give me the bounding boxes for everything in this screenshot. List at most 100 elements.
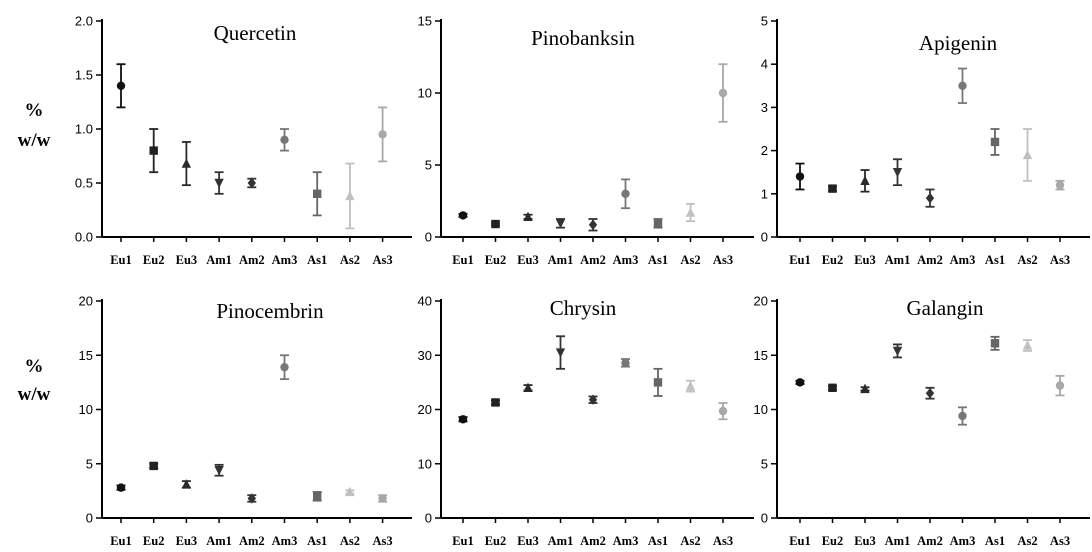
- panel-title: Apigenin: [919, 31, 998, 55]
- x-tick-label: Am1: [206, 253, 232, 267]
- data-point-eu2: [149, 146, 158, 155]
- y-tick-label: 0: [425, 511, 432, 526]
- data-point-as3: [378, 494, 387, 503]
- x-tick-label: Am1: [548, 253, 574, 267]
- data-point-eu2: [828, 184, 837, 193]
- data-point-am2: [247, 177, 256, 189]
- data-point-am2: [247, 493, 256, 504]
- x-tick-label: Eu1: [110, 253, 132, 267]
- x-tick-label: Am3: [272, 253, 298, 267]
- x-tick-label: As3: [373, 253, 393, 267]
- chart-panel-1: Quercetin 0.0 0.5 1.0 1.5 2.0 Eu1 Eu2 Eu3 Am1 Am2 A…: [75, 14, 412, 267]
- x-tick-label: As1: [307, 253, 327, 267]
- x-tick-label: Eu3: [854, 534, 876, 548]
- y-tick-label: 2.0: [75, 14, 93, 29]
- x-tick-label: Am2: [917, 534, 943, 548]
- data-point-am1: [214, 466, 224, 476]
- x-tick-label: As3: [713, 534, 733, 548]
- data-point-am2: [588, 219, 598, 230]
- y-tick-label: 0: [761, 230, 768, 245]
- x-tick-label: Am1: [885, 253, 911, 267]
- x-tick-label: Eu1: [452, 253, 474, 267]
- y-tick-label: 4: [761, 57, 768, 72]
- y-tick-label: 5: [761, 456, 768, 471]
- data-point-am2: [925, 192, 935, 204]
- x-tick-label: Eu2: [485, 253, 507, 267]
- y-tick-label: 10: [754, 402, 768, 417]
- y-tick-label: 0.5: [75, 176, 93, 191]
- chart-panel-6: Galangin 0 5 10 15 20 Eu1 Eu2 Eu3 Am1 Am2 Am3 As1 As2…: [754, 294, 1090, 548]
- data-point-eu2: [828, 383, 837, 392]
- x-tick-label: As1: [648, 253, 668, 267]
- y-tick-label: 1.5: [75, 68, 93, 83]
- x-tick-label: Eu1: [452, 534, 474, 548]
- y-tick-label: 0: [425, 230, 432, 245]
- x-tick-label: Eu2: [485, 534, 507, 548]
- x-tick-label: Am2: [917, 253, 943, 267]
- data-point-eu1: [795, 378, 805, 387]
- x-tick-label: As2: [1017, 534, 1037, 548]
- data-point-as1: [313, 492, 322, 501]
- data-point-am3: [958, 411, 967, 421]
- x-tick-label: Eu2: [822, 534, 844, 548]
- x-tick-label: Eu1: [789, 253, 811, 267]
- x-tick-label: As2: [680, 253, 700, 267]
- data-point-as2: [1022, 149, 1033, 160]
- data-point-am3: [280, 135, 289, 144]
- ylabel-top-line1: %: [25, 100, 44, 121]
- data-point-as1: [313, 189, 322, 198]
- chart-panel-2: Pinobanksin 0 5 10 15 Eu1 Eu2 Eu3 Am1 Am2 Am3 As1 As…: [418, 14, 754, 267]
- x-tick-label: Am2: [580, 253, 606, 267]
- data-point-eu2: [149, 461, 158, 471]
- data-point-am3: [280, 362, 289, 372]
- data-point-as3: [378, 130, 387, 139]
- data-point-am1: [555, 348, 566, 358]
- data-point-eu1: [458, 415, 468, 424]
- x-tick-label: As2: [340, 534, 360, 548]
- x-tick-label: Eu3: [176, 534, 198, 548]
- data-point-eu2: [491, 219, 500, 229]
- data-point-am1: [892, 168, 903, 178]
- ylabel-top-line2: w/w: [18, 130, 51, 151]
- data-point-eu3: [523, 211, 533, 222]
- panel-title: Quercetin: [214, 21, 297, 45]
- x-tick-label: Am1: [548, 534, 574, 548]
- y-tick-label: 0.0: [75, 230, 93, 245]
- data-point-as2: [1022, 340, 1033, 350]
- y-tick-label: 1: [761, 186, 768, 201]
- x-tick-label: As3: [1050, 253, 1070, 267]
- data-point-as1: [653, 219, 663, 228]
- x-tick-label: As2: [680, 534, 700, 548]
- x-tick-label: As3: [713, 253, 733, 267]
- data-point-am1: [555, 219, 566, 229]
- ylabel-bottom-line2: w/w: [18, 384, 51, 405]
- x-tick-label: Eu3: [854, 253, 876, 267]
- data-point-am2: [588, 394, 598, 405]
- x-tick-label: As1: [985, 534, 1005, 548]
- y-tick-label: 15: [754, 348, 768, 363]
- y-tick-label: 0: [761, 511, 768, 526]
- x-tick-label: Eu1: [789, 534, 811, 548]
- panel-title: Pinocembrin: [216, 299, 324, 323]
- data-point-am2: [925, 388, 935, 399]
- data-point-eu1: [116, 483, 126, 492]
- x-tick-label: Eu2: [143, 253, 165, 267]
- data-point-am1: [214, 178, 224, 189]
- panel-title: Pinobanksin: [531, 26, 635, 50]
- data-point-as3: [718, 88, 728, 98]
- x-tick-label: As1: [648, 534, 668, 548]
- x-tick-label: As3: [1050, 534, 1070, 548]
- data-point-eu3: [181, 158, 192, 168]
- data-point-as2: [345, 190, 355, 201]
- data-point-as2: [685, 380, 696, 391]
- x-tick-label: Am3: [613, 534, 639, 548]
- data-point-as3: [718, 406, 728, 416]
- y-tick-label: 10: [79, 402, 93, 417]
- x-tick-label: Eu1: [110, 534, 132, 548]
- data-point-as1: [990, 137, 1000, 147]
- data-point-as2: [685, 207, 696, 217]
- panel-title: Chrysin: [550, 296, 617, 320]
- x-tick-label: Am3: [272, 534, 298, 548]
- x-tick-label: Eu2: [143, 534, 165, 548]
